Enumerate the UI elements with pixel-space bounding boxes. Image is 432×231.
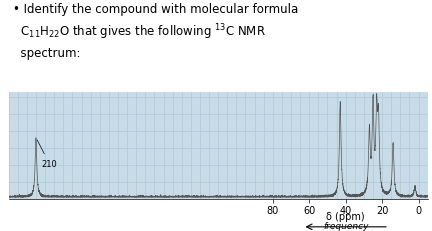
Text: δ (ppm): δ (ppm): [327, 211, 365, 221]
Text: 210: 210: [37, 140, 57, 168]
Text: frequency: frequency: [323, 221, 368, 230]
Text: • Identify the compound with molecular formula
  C$_{11}$H$_{22}$O that gives th: • Identify the compound with molecular f…: [13, 3, 298, 59]
